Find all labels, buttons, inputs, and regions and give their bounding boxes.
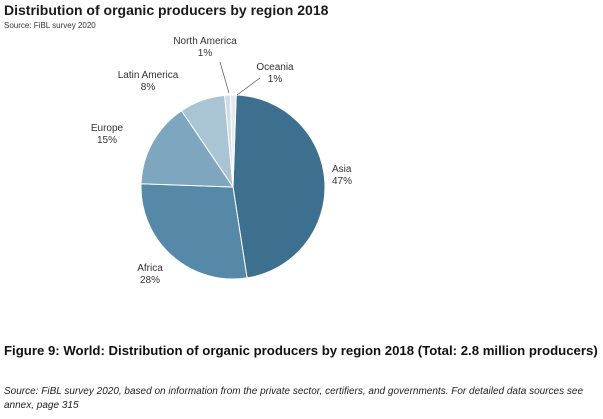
figure-caption: Figure 9: World: Distribution of organic… [4,343,598,358]
slice-label-africa: Africa 28% [137,263,163,286]
pie-slice-africa [140,183,248,280]
slice-name-asia: Asia [332,164,352,175]
slice-percent-europe: 15% [97,135,117,146]
slice-percent-oceania: 1% [268,74,283,85]
pie-slice-oceania [229,94,237,188]
pie-slice-asia [232,94,326,279]
slice-name-oceania: Oceania [256,62,294,73]
slice-label-latin-america: Latin America 8% [118,70,179,93]
slice-name-africa: Africa [137,263,163,274]
slice-name-latin-america: Latin America [118,70,179,81]
source-note: Source: FiBL survey 2020, based on infor… [4,386,584,411]
slice-percent-asia: 47% [332,176,352,187]
slice-percent-africa: 28% [140,275,160,286]
slice-percent-north-america: 1% [198,48,213,59]
leader-line-oceania [236,77,261,96]
slice-label-oceania: Oceania 1% [256,62,294,85]
slice-label-europe: Europe 15% [91,123,124,146]
slice-name-north-america: North America [173,36,237,47]
slice-name-europe: Europe [91,123,124,134]
pie-slice-europe [140,110,234,188]
slice-label-north-america: North America 1% [173,36,237,59]
slice-label-asia: Asia 47% [332,164,352,187]
chart-title: Distribution of organic producers by reg… [4,2,329,18]
pie-chart: Asia 47% Africa 28% Europe 15% Latin America 8%… [91,36,352,286]
leader-line-north-america [219,61,230,94]
slice-percent-latin-america: 8% [141,82,156,93]
chart-subtitle: Source: FiBL survey 2020 [4,21,96,30]
